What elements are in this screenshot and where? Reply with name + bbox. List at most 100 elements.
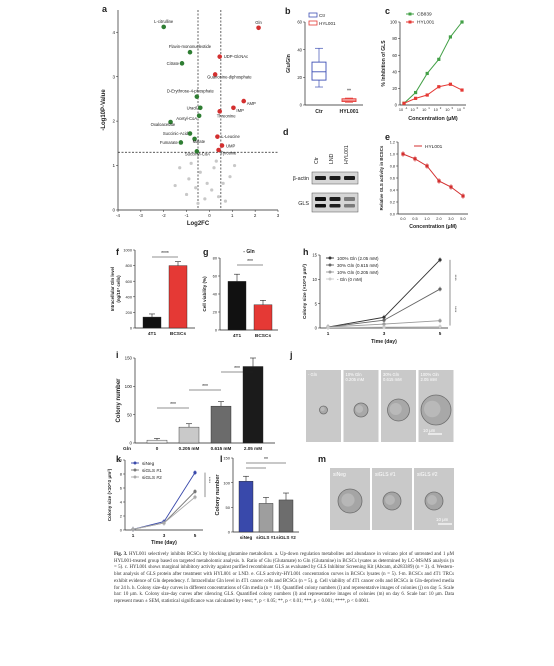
m-colony-texture bbox=[385, 495, 395, 505]
f-ytick-label: 400 bbox=[126, 294, 133, 299]
j-colony-texture bbox=[424, 400, 441, 418]
k-marker bbox=[193, 471, 197, 475]
panel-letter-m: m bbox=[318, 454, 326, 464]
c-marker-cb839 bbox=[460, 20, 464, 24]
l-bar-0 bbox=[238, 480, 254, 533]
f-category-label: 4T1 bbox=[148, 331, 157, 337]
c-xtick-label: 10 bbox=[422, 108, 426, 112]
a-point-citrate bbox=[179, 61, 185, 66]
a-point-nonsig bbox=[194, 186, 198, 190]
c-marker-cb839 bbox=[425, 71, 429, 76]
a-point-label: Flavin-mononucleotide bbox=[169, 44, 212, 49]
g-category-label: 4T1 bbox=[233, 333, 242, 339]
i-ytick-label: 0 bbox=[130, 441, 133, 446]
l-bar-2 bbox=[278, 499, 294, 533]
f-ylabel-unit: (ng/10⁷ cells) bbox=[116, 275, 121, 303]
a-point-label: D-Erythrose-4-phosphate bbox=[167, 89, 215, 94]
a-point-uracil bbox=[197, 105, 203, 111]
a-point-nonsig bbox=[221, 181, 225, 185]
c-xtick-label: 10 bbox=[434, 108, 438, 112]
d-lane-label: Ctr bbox=[314, 157, 320, 164]
f-ytick-label: 600 bbox=[126, 279, 133, 284]
l-category-label: siGLS #1 bbox=[256, 535, 276, 540]
h-marker bbox=[438, 324, 442, 329]
j-image-label: 10% Gln bbox=[346, 372, 363, 377]
a-point-nonsig bbox=[216, 195, 221, 199]
a-ytick-label: 2 bbox=[112, 119, 115, 124]
b-category-label: Ctr bbox=[315, 109, 323, 115]
h-xtick-label: 5 bbox=[439, 331, 442, 336]
a-point-label: IMP bbox=[236, 108, 244, 113]
i-category-label: 0 bbox=[156, 446, 159, 451]
a-point-nonsig bbox=[189, 161, 193, 165]
m-image-label: siGLS #2 bbox=[417, 472, 438, 478]
g-ytick-label: 60 bbox=[213, 274, 218, 279]
d-band-gls-lower bbox=[315, 204, 326, 208]
a-point-label: AMP bbox=[247, 101, 256, 106]
d-lane-label: HYL001 bbox=[344, 145, 350, 164]
k-xlabel: Time (day) bbox=[151, 540, 177, 546]
c-marker-cb839 bbox=[437, 57, 441, 61]
a-point-nonsig bbox=[173, 183, 177, 188]
f-ytick-label: 0 bbox=[130, 326, 133, 331]
i-bar-2 bbox=[210, 405, 232, 444]
e-marker bbox=[413, 157, 417, 161]
g-significance: *** bbox=[247, 259, 253, 265]
a-xtick-label: 0 bbox=[208, 213, 211, 218]
k-significance: **** bbox=[207, 477, 212, 484]
h-legend-label: 100% Gln (2.05 mM) bbox=[337, 256, 379, 261]
f-ylabel: Intracellular Gln level bbox=[110, 267, 115, 311]
l-ytick-label: 150 bbox=[223, 456, 230, 461]
a-ylabel: -Log10P-Value bbox=[101, 89, 107, 131]
a-point-nonsig bbox=[203, 197, 207, 201]
h-marker bbox=[326, 325, 330, 330]
j-image-label: 2.05 mM bbox=[421, 377, 438, 382]
d-band-actin bbox=[315, 176, 326, 180]
e-xtick-label: 1.0 bbox=[424, 216, 430, 221]
panel-letter-g: g bbox=[203, 247, 209, 257]
h-xlabel: Time (day) bbox=[371, 339, 397, 345]
k-legend-label: siGLS #2 bbox=[142, 475, 162, 481]
k-marker bbox=[131, 527, 135, 531]
m-scale-label: 10 μm bbox=[436, 517, 449, 522]
c-ytick-label: 80 bbox=[392, 36, 397, 41]
d-blot-gls bbox=[311, 192, 359, 213]
a-point-label: Gln bbox=[255, 20, 262, 25]
c-legend-label: CB839 bbox=[417, 12, 432, 18]
m-image-label: siNeg bbox=[333, 472, 346, 478]
i-significance: *** bbox=[234, 366, 240, 372]
panel-letter-i: i bbox=[116, 350, 119, 360]
h-significance: **** bbox=[453, 306, 458, 313]
h-marker bbox=[438, 258, 442, 262]
c-xlabel: Concentration (μM) bbox=[408, 116, 458, 122]
c-marker-hyl001 bbox=[414, 96, 418, 100]
a-point-label: L-Leucine bbox=[221, 134, 240, 139]
c-marker-hyl001 bbox=[437, 85, 441, 89]
a-xtick-label: 3 bbox=[277, 213, 280, 218]
b-legend-swatch bbox=[308, 20, 318, 26]
a-point-succinic-acid bbox=[187, 131, 193, 136]
e-line-hyl001 bbox=[402, 153, 464, 197]
f-significance: **** bbox=[161, 251, 169, 257]
a-point-malate bbox=[192, 136, 197, 142]
k-ytick-label: 2 bbox=[120, 514, 123, 519]
c-xtick-exponent: -1 bbox=[405, 106, 408, 110]
a-ytick-label: 4 bbox=[112, 30, 115, 35]
c-xtick-exponent: 3 bbox=[451, 106, 453, 110]
c-xtick-exponent: 4 bbox=[463, 106, 465, 110]
a-point-oxaloacetate bbox=[168, 119, 173, 125]
h-ytick-label: 10 bbox=[312, 277, 317, 282]
i-bar-1 bbox=[178, 426, 200, 444]
a-xlabel: Log2FC bbox=[187, 221, 210, 227]
h-ytick-label: 5 bbox=[315, 301, 318, 306]
d-band-actin bbox=[344, 176, 355, 180]
a-point-nonsig bbox=[198, 170, 202, 174]
k-legend-marker bbox=[133, 475, 137, 479]
h-legend-marker bbox=[328, 256, 332, 260]
e-ytick-label: 0.8 bbox=[390, 165, 395, 169]
a-point-label: Threonine bbox=[217, 113, 237, 118]
d-band-label: GLS bbox=[298, 201, 309, 207]
j-image-label: 100% Gln bbox=[421, 372, 440, 377]
k-ylabel: Colony size (×10^3 μm²) bbox=[107, 468, 112, 521]
a-point-amp bbox=[241, 98, 247, 104]
